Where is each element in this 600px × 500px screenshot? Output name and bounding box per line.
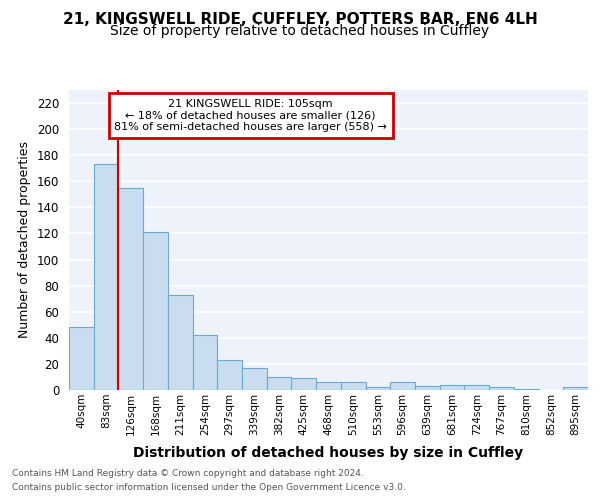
Bar	[489, 388, 514, 390]
Bar	[143, 232, 168, 390]
Text: 21, KINGSWELL RIDE, CUFFLEY, POTTERS BAR, EN6 4LH: 21, KINGSWELL RIDE, CUFFLEY, POTTERS BAR…	[62, 12, 538, 28]
Bar	[365, 388, 390, 390]
Bar	[69, 328, 94, 390]
Text: 21 KINGSWELL RIDE: 105sqm
← 18% of detached houses are smaller (126)
81% of semi: 21 KINGSWELL RIDE: 105sqm ← 18% of detac…	[114, 99, 387, 132]
Bar	[118, 188, 143, 390]
Bar	[341, 382, 365, 390]
Bar	[316, 382, 341, 390]
Bar	[514, 388, 539, 390]
Bar	[267, 377, 292, 390]
Text: Contains HM Land Registry data © Crown copyright and database right 2024.: Contains HM Land Registry data © Crown c…	[12, 468, 364, 477]
Bar	[94, 164, 118, 390]
Bar	[217, 360, 242, 390]
Text: Contains public sector information licensed under the Open Government Licence v3: Contains public sector information licen…	[12, 484, 406, 492]
Bar	[168, 295, 193, 390]
Bar	[242, 368, 267, 390]
Bar	[415, 386, 440, 390]
Bar	[390, 382, 415, 390]
Y-axis label: Number of detached properties: Number of detached properties	[19, 142, 31, 338]
X-axis label: Distribution of detached houses by size in Cuffley: Distribution of detached houses by size …	[133, 446, 524, 460]
Bar	[292, 378, 316, 390]
Bar	[193, 335, 217, 390]
Text: Size of property relative to detached houses in Cuffley: Size of property relative to detached ho…	[110, 24, 490, 38]
Bar	[563, 388, 588, 390]
Bar	[464, 385, 489, 390]
Bar	[440, 385, 464, 390]
